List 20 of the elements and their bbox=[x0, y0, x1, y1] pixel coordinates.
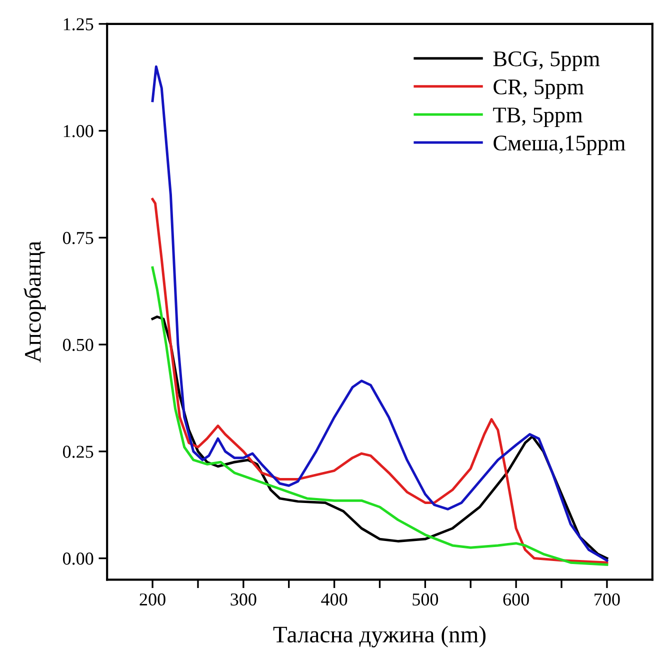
x-tick-label: 500 bbox=[412, 593, 438, 606]
y-tick-label: 1.25 bbox=[64, 18, 94, 30]
x-tick-label: 400 bbox=[321, 593, 348, 606]
legend-label: Смеша,15ppm bbox=[494, 136, 626, 156]
x-axis-title: Таласна дужина (nm) bbox=[273, 626, 486, 648]
y-axis-title: Апсорбанца bbox=[24, 241, 46, 363]
x-tick-label: 700 bbox=[594, 593, 620, 606]
x-tick-label: 200 bbox=[140, 593, 166, 606]
y-tick-label: 0.50 bbox=[62, 338, 94, 352]
y-tick-label: 0.25 bbox=[62, 446, 94, 458]
x-tick-label: 300 bbox=[230, 593, 256, 606]
legend-label: TB, 5ppm bbox=[493, 108, 582, 127]
y-tick-label: 1.00 bbox=[64, 125, 94, 138]
legend-label: CR, 5ppm bbox=[494, 79, 584, 99]
line-series bbox=[151, 266, 608, 566]
y-tick-label: 0.00 bbox=[62, 552, 94, 565]
y-tick-label: 0.75 bbox=[62, 232, 94, 244]
legend-label: BCG, 5ppm bbox=[493, 51, 600, 71]
x-tick-label: 600 bbox=[503, 593, 529, 606]
line-series bbox=[151, 198, 608, 564]
